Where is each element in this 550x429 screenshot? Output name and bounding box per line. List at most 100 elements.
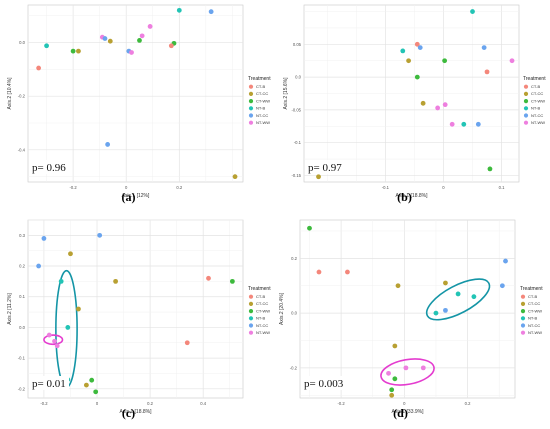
legend-label: CT-B — [531, 84, 540, 89]
point-nt-b — [400, 48, 406, 54]
y-axis-label: Axis.2 [15.6%] — [283, 77, 289, 110]
x-axis-label: Axis.1 [12%] — [122, 193, 150, 199]
y-tick-label: 0.05 — [293, 42, 302, 47]
point-ct-b — [484, 69, 490, 75]
legend-label: NT-WW — [528, 330, 542, 335]
point-nt-cc — [97, 232, 103, 238]
y-tick-label: 0.0 — [19, 325, 25, 330]
y-tick-label: 0.3 — [19, 233, 25, 238]
legend-label: NT-WW — [531, 120, 545, 125]
point-ct-b — [206, 275, 211, 281]
point-ct-ww — [70, 48, 76, 54]
legend-label: CT-B — [256, 294, 265, 299]
point-nt-ww — [46, 332, 52, 338]
pvalue-text: p= 0.003 — [304, 378, 344, 390]
legend-key — [520, 316, 526, 321]
group-ellipse — [425, 278, 491, 321]
group-ellipse — [380, 358, 435, 386]
panel-b: -0.1 0 0.1 -0.15 -0.1 -0.05 0.0 0.05 Axis.1 [18.… — [283, 4, 546, 204]
legend-key — [523, 84, 529, 89]
pvalue-bg — [29, 376, 69, 390]
panel-c: -0.2 0 0.2 0.4 -0.2 -0.1 0.0 0.1 0.2 0.3 Axis.1 [1… — [7, 219, 271, 420]
point-ct-cc — [389, 392, 395, 398]
legend-key — [520, 309, 526, 314]
y-tick-label: -0.1 — [294, 140, 302, 145]
point-ct-cc — [395, 283, 401, 289]
point-ct-cc — [113, 278, 118, 284]
legend-key — [248, 316, 254, 321]
legend-key — [523, 91, 529, 96]
y-tick-label: -0.2 — [18, 94, 26, 99]
point-ct-cc — [406, 58, 411, 64]
pvalue-bg — [301, 376, 347, 390]
x-tick-label: 0.2 — [465, 401, 471, 406]
legend-label: NT-B — [531, 106, 540, 111]
plot-area — [27, 219, 244, 399]
point-ct-cc — [443, 280, 448, 286]
legend: Treatment CT-B CT-CC CT-WW NT-B NT-CC NT-WW — [248, 286, 271, 335]
legend-key — [520, 330, 526, 335]
legend-key — [523, 99, 529, 104]
point-ct-ww — [392, 376, 398, 382]
y-tick-label: -0.2 — [290, 365, 298, 370]
point-nt-cc — [102, 36, 108, 41]
legend-key — [523, 113, 529, 118]
y-tick-label: -0.1 — [18, 356, 26, 361]
legend-title: Treatment — [248, 286, 271, 292]
x-tick-label: 0 — [125, 185, 128, 190]
point-nt-ww — [386, 370, 391, 376]
point-ct-cc — [232, 174, 238, 180]
pvalue-text: p= 0.97 — [308, 162, 342, 174]
point-ct-b — [36, 65, 42, 71]
panel-a: -0.2 0 0.2 -0.4 -0.2 0.0 Axis.1 [12%] Axis.2 [1… — [7, 4, 271, 204]
panel-label: (b) — [397, 190, 412, 204]
legend-label: NT-CC — [528, 323, 540, 328]
point-ct-ww — [487, 166, 493, 172]
legend-label: CT-B — [528, 294, 537, 299]
legend-label: NT-CC — [256, 323, 268, 328]
y-tick-label: 0.0 — [291, 311, 297, 316]
point-ct-ww — [137, 38, 142, 43]
legend-label: CT-WW — [531, 98, 545, 103]
point-nt-ww — [139, 33, 145, 39]
legend-key — [248, 91, 254, 96]
pvalue-text: p= 0.96 — [32, 162, 66, 174]
x-tick-label: 0.4 — [200, 401, 206, 406]
point-ct-ww — [389, 387, 395, 393]
legend-label: NT-B — [256, 106, 265, 111]
legend-key — [248, 301, 254, 306]
y-tick-label: 0.0 — [295, 75, 301, 80]
point-ct-b — [414, 41, 420, 47]
pvalue-box: p= 0.003 — [301, 376, 347, 390]
legend-label: CT-CC — [256, 91, 268, 96]
point-nt-cc — [481, 45, 487, 51]
legend-key — [248, 106, 254, 111]
point-nt-cc — [499, 283, 505, 289]
x-tick-label: -0.1 — [382, 185, 390, 190]
point-ct-cc — [83, 382, 89, 388]
point-ct-ww — [229, 278, 235, 284]
pvalue-box: p= 0.01 — [29, 376, 69, 390]
point-ct-b — [316, 269, 322, 275]
point-ct-cc — [392, 343, 398, 349]
legend-title: Treatment — [248, 76, 271, 82]
point-ct-cc — [107, 38, 113, 44]
point-nt-ww — [420, 365, 426, 371]
legend: Treatment CT-B CT-CC CT-WW NT-B NT-CC NT-WW — [248, 76, 271, 125]
point-nt-ww — [54, 343, 60, 349]
panel-label: (c) — [122, 406, 135, 420]
point-nt-ww — [147, 24, 153, 29]
x-axis-label: Axis.1 [18.8%] — [396, 193, 429, 199]
legend-key — [248, 113, 254, 118]
x-tick-label: 0.2 — [147, 401, 153, 406]
legend-key — [523, 120, 529, 125]
y-axis-label: Axis.2 [20.4%] — [279, 292, 285, 325]
pvalue-box: p= 0.97 — [305, 160, 345, 174]
y-tick-label: -0.05 — [291, 107, 301, 112]
legend-key — [523, 106, 529, 111]
legend-key — [248, 294, 254, 299]
legend-label: NT-B — [528, 316, 537, 321]
point-nt-ww — [435, 105, 441, 111]
point-nt-b — [58, 278, 64, 284]
y-tick-label: 0.2 — [19, 264, 25, 269]
